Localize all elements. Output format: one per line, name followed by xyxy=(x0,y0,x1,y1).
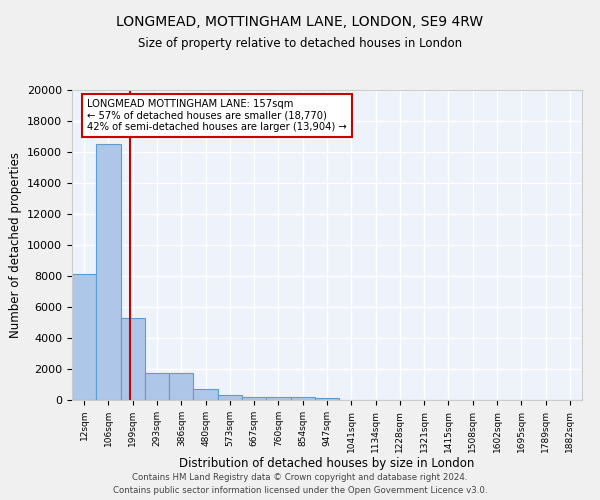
Bar xyxy=(96,144,121,400)
Bar xyxy=(242,396,266,400)
Text: Size of property relative to detached houses in London: Size of property relative to detached ho… xyxy=(138,38,462,51)
Bar xyxy=(266,397,290,400)
Text: LONGMEAD MOTTINGHAM LANE: 157sqm
← 57% of detached houses are smaller (18,770)
4: LONGMEAD MOTTINGHAM LANE: 157sqm ← 57% o… xyxy=(88,100,347,132)
Y-axis label: Number of detached properties: Number of detached properties xyxy=(8,152,22,338)
Bar xyxy=(121,318,145,400)
Bar xyxy=(218,395,242,400)
Bar xyxy=(145,373,169,400)
X-axis label: Distribution of detached houses by size in London: Distribution of detached houses by size … xyxy=(179,458,475,470)
Text: LONGMEAD, MOTTINGHAM LANE, LONDON, SE9 4RW: LONGMEAD, MOTTINGHAM LANE, LONDON, SE9 4… xyxy=(116,15,484,29)
Bar xyxy=(315,398,339,400)
Text: Contains HM Land Registry data © Crown copyright and database right 2024.
Contai: Contains HM Land Registry data © Crown c… xyxy=(113,474,487,495)
Bar xyxy=(193,389,218,400)
Bar xyxy=(72,274,96,400)
Bar xyxy=(290,397,315,400)
Bar xyxy=(169,373,193,400)
